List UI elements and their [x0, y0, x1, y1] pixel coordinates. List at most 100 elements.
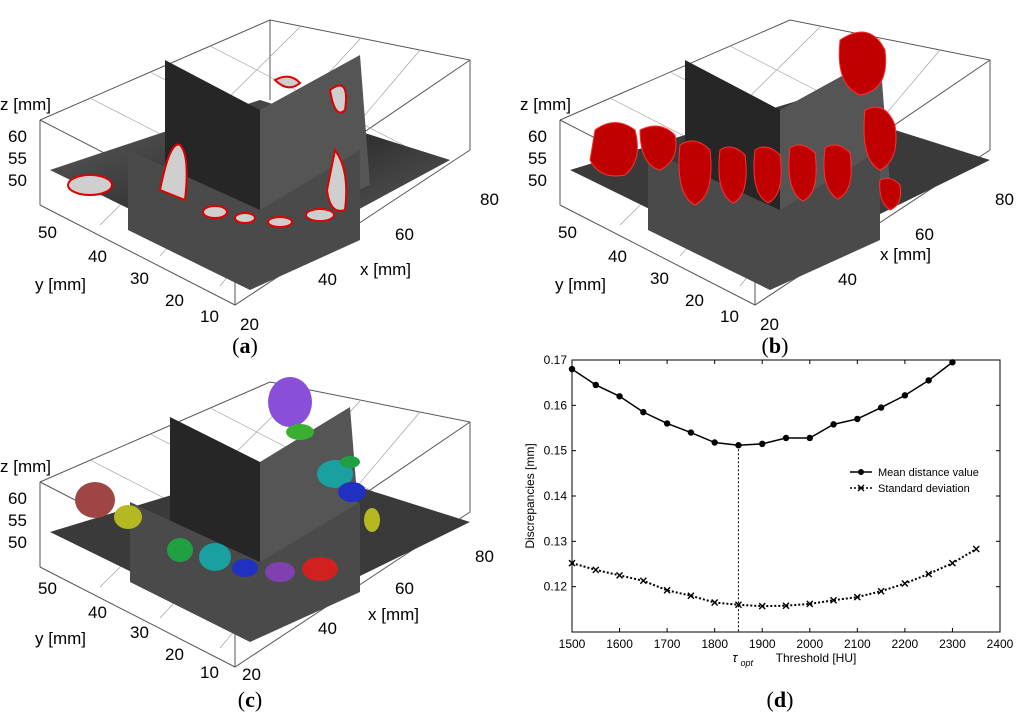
data-point: [972, 545, 980, 553]
data-point: [568, 365, 576, 373]
y-tick: 50: [38, 223, 57, 242]
data-point: [592, 566, 600, 574]
y-tick-label: 0.17: [544, 353, 568, 367]
x-tick: 20: [242, 665, 261, 684]
panel-b: z [mm] 60 55 50 50 40 30 20 10 y [mm] 20…: [520, 0, 1024, 358]
y-tick: 10: [200, 307, 219, 326]
data-point: [758, 602, 766, 610]
x-tick-label: 1600: [606, 637, 633, 651]
x-axis-label: Threshold [HU]: [776, 651, 857, 665]
x-axis-label: x [mm]: [880, 245, 931, 264]
x-axis-label: x [mm]: [360, 260, 411, 279]
x-tick: 60: [395, 225, 414, 244]
y-tick: 20: [165, 645, 184, 664]
data-point: [735, 442, 742, 449]
y-tick: 30: [130, 623, 149, 642]
x-tick: 20: [760, 315, 779, 334]
data-point: [948, 559, 956, 567]
volume-plot-b: z [mm] 60 55 50 50 40 30 20 10 y [mm] 20…: [520, 19, 1014, 334]
data-point: [877, 404, 885, 411]
y-axis-label: y [mm]: [35, 275, 86, 294]
data-point: [877, 587, 885, 595]
z-tick: 60: [528, 127, 547, 146]
tau-opt-label: τ: [732, 650, 738, 665]
x-tick-label: 1700: [654, 637, 681, 651]
data-point: [687, 592, 695, 600]
data-point: [711, 599, 719, 607]
caption-d: (d): [766, 687, 794, 712]
y-tick-label: 0.16: [544, 398, 568, 412]
z-tick: 60: [8, 489, 27, 508]
series-line-0: [571, 361, 953, 446]
data-point: [806, 434, 813, 442]
caption-c: (c): [237, 687, 263, 712]
x-tick: 60: [395, 579, 414, 598]
data-point: [663, 420, 671, 427]
x-tick: 40: [318, 619, 337, 638]
y-tick-label: 0.12: [544, 580, 568, 594]
data-point: [616, 571, 624, 579]
y-tick-label: 0.14: [544, 489, 568, 503]
data-point: [854, 415, 861, 423]
y-tick: 50: [38, 579, 57, 598]
legend-marker: [857, 484, 865, 492]
plot-frame: [571, 359, 1001, 633]
x-tick-label: 2400: [987, 637, 1014, 651]
caption-b: (b): [761, 333, 789, 358]
x-tick-label: 1900: [749, 637, 776, 651]
data-point: [759, 440, 766, 448]
volume-plot-a: z [mm] 60 55 50 50 40 30 20 10 y [mm] 20…: [0, 19, 499, 334]
data-point: [830, 596, 838, 604]
x-tick: 80: [475, 547, 494, 566]
x-tick: 20: [240, 315, 259, 334]
legend-label: Mean distance value: [878, 467, 979, 479]
panel-c: z [mm] 60 55 50 50 40 30 20 10 y [mm] 20…: [0, 362, 512, 721]
data-point: [925, 570, 933, 578]
y-tick: 50: [558, 223, 577, 242]
x-tick-label: 2300: [939, 637, 966, 651]
data-point: [639, 577, 647, 585]
z-tick: 50: [8, 171, 27, 190]
y-tick: 30: [650, 269, 669, 288]
data-point: [592, 381, 599, 389]
volume-plot-c: z [mm] 60 55 50 50 40 30 20 10 y [mm] 20…: [0, 377, 494, 684]
z-tick: 50: [528, 171, 547, 190]
data-point: [806, 600, 814, 608]
tau-opt-subscript: opt: [740, 658, 753, 668]
y-tick: 30: [130, 269, 149, 288]
y-tick: 40: [88, 247, 107, 266]
legend-marker: [858, 469, 864, 475]
data-point: [853, 593, 861, 601]
y-tick: 40: [88, 603, 107, 622]
data-point: [901, 392, 909, 399]
data-point: [782, 434, 790, 442]
y-tick: 10: [200, 663, 219, 682]
z-tick: 50: [8, 533, 27, 552]
z-tick: 55: [8, 511, 27, 530]
y-axis-label: Discrepancies [mm]: [523, 443, 537, 548]
z-axis-label: z [mm]: [520, 95, 571, 114]
data-point: [616, 393, 623, 400]
y-tick-label: 0.13: [544, 534, 568, 548]
data-point: [711, 439, 718, 446]
x-axis-label: x [mm]: [368, 605, 419, 624]
x-tick-label: 2200: [892, 637, 919, 651]
panel-a: z [mm] 60 55 50 50 40 30 20 10 y [mm] 20…: [0, 0, 512, 358]
data-point: [734, 601, 742, 609]
data-point: [782, 602, 790, 610]
y-tick-label: 0.15: [544, 444, 568, 458]
data-point: [687, 429, 695, 436]
y-tick: 20: [685, 291, 704, 310]
x-tick-label: 2100: [844, 637, 871, 651]
z-tick: 55: [528, 149, 547, 168]
y-tick: 10: [720, 307, 739, 326]
x-tick: 80: [480, 190, 499, 209]
y-tick: 20: [165, 291, 184, 310]
data-point: [663, 586, 671, 594]
x-tick-label: 2000: [796, 637, 823, 651]
z-tick: 55: [8, 149, 27, 168]
z-tick: 60: [8, 127, 27, 146]
data-point: [640, 408, 647, 416]
panel-d: 1500 1600 1700 1800 1900 2000 2100 2200 2300 2400…: [520, 350, 1024, 721]
data-point: [949, 359, 956, 366]
